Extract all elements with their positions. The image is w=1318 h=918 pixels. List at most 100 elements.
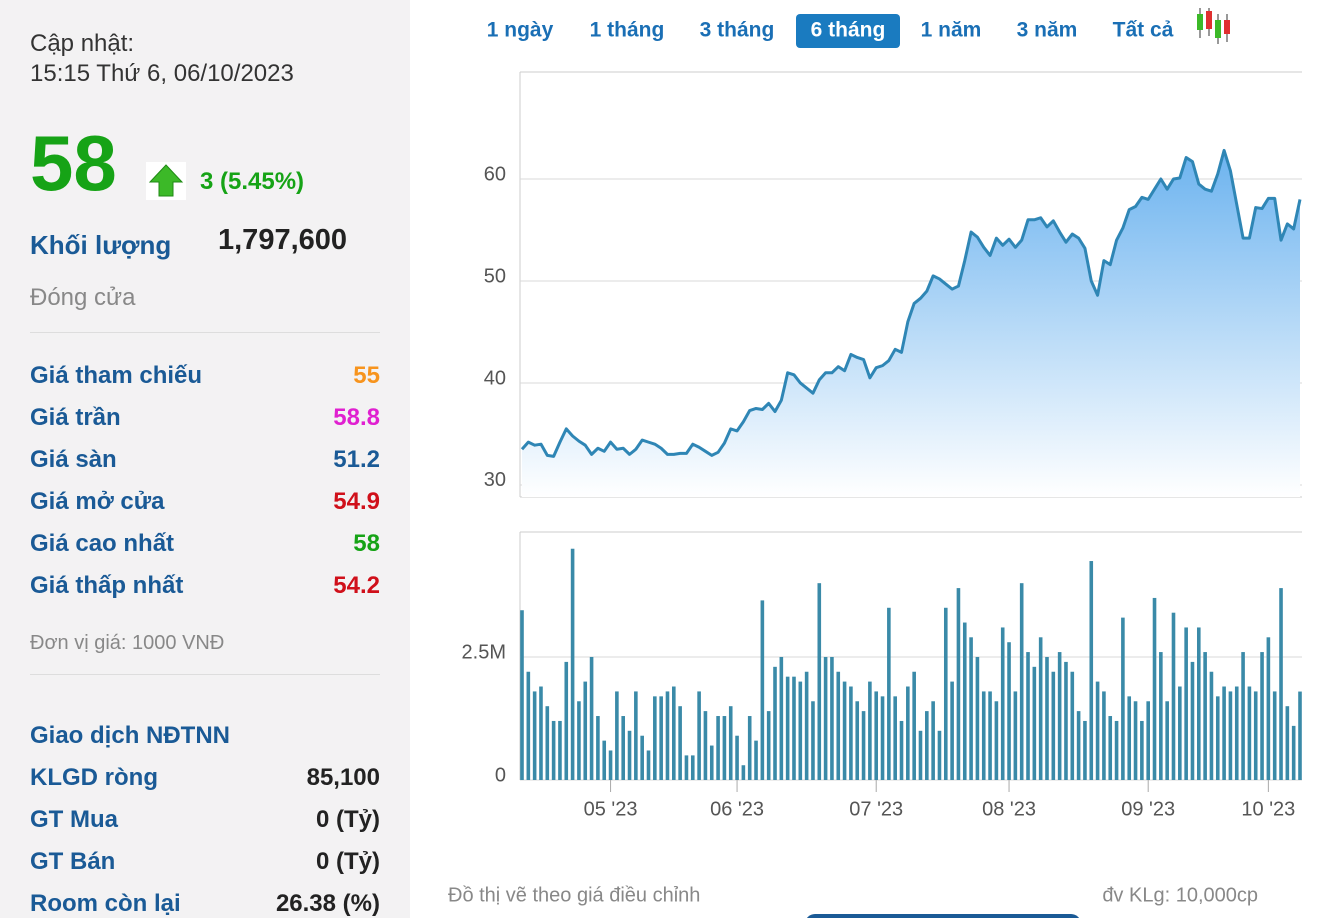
foreign-label: GT Bán [30, 848, 116, 875]
volume-bar [570, 548, 575, 780]
volume-bar [653, 696, 657, 780]
tab-active-bg[interactable] [796, 14, 900, 48]
stat-label: Giá sàn [30, 446, 117, 473]
volume-bar [539, 686, 543, 780]
volume-bar [1209, 671, 1214, 780]
price-change: 3 (5.45%) [200, 168, 305, 195]
volume-bar [1171, 612, 1176, 780]
volume-bar [1165, 701, 1169, 780]
volume-bar [918, 730, 923, 780]
sidebar: Cập nhật: 15:15 Thứ 6, 06/10/2023 58 3 (… [0, 0, 410, 918]
price-line [520, 148, 1302, 458]
stat-value: 55 [353, 362, 380, 389]
update-time: 15:15 Thứ 6, 06/10/2023 [30, 60, 294, 87]
volume-bar [1152, 597, 1157, 780]
x-tick-label: 06 '23 [710, 798, 764, 820]
volume-bar [1083, 720, 1087, 780]
volume-bar [728, 706, 733, 780]
foreign-value: 85,100 [306, 764, 380, 791]
volume-bar [615, 691, 619, 780]
volume-bar [1190, 661, 1195, 780]
volume-bar [1285, 706, 1290, 780]
volume-bar [1032, 666, 1037, 780]
range-tab[interactable]: 3 tháng [700, 19, 775, 42]
foreign-label: Room còn lại [30, 890, 181, 917]
y-tick-label: 60 [484, 163, 506, 185]
volume-bar [735, 735, 739, 780]
foreign-value: 0 (Tỷ) [315, 806, 380, 833]
volume-bar [823, 656, 828, 780]
volume-bar [943, 607, 948, 780]
volume-bar [1291, 725, 1296, 780]
button-partial[interactable] [805, 914, 1081, 918]
volume-bar [1000, 627, 1005, 780]
volume-bar [602, 740, 607, 780]
range-tab[interactable]: 6 tháng [811, 19, 886, 42]
volume-bar [912, 671, 916, 780]
volume-bar [1038, 637, 1043, 780]
volume-bar [1272, 691, 1277, 780]
volume-bar [1253, 691, 1258, 780]
volume-bar [931, 701, 935, 780]
y-tick-label: 40 [484, 367, 506, 389]
volume-bar [697, 691, 701, 780]
up-arrow-icon [146, 162, 186, 200]
volume-bar [861, 711, 866, 780]
volume-bar [678, 706, 682, 780]
volume-bar [994, 701, 999, 780]
stat-value: 54.2 [333, 572, 380, 599]
price: 58 [30, 119, 117, 207]
volume-bar [868, 681, 872, 780]
x-tick-label: 09 '23 [1121, 798, 1175, 820]
volume-bar [703, 711, 708, 780]
range-tab[interactable]: 1 năm [921, 19, 982, 42]
divider [30, 674, 380, 675]
y-tick-label: 30 [484, 469, 506, 491]
volume-bar [874, 691, 879, 780]
stat-label: Giá cao nhất [30, 530, 175, 557]
volume-bar [716, 716, 720, 780]
volume-bar [1298, 691, 1302, 780]
foreign-title: Giao dịch NĐTNN [30, 722, 231, 749]
range-tab[interactable]: 1 ngày [487, 19, 554, 42]
volume-bar [1108, 716, 1113, 780]
volume-bar [596, 716, 600, 780]
volume-bar [1215, 696, 1220, 780]
volume-bar [899, 720, 904, 780]
volume-bar [558, 720, 562, 780]
volume-bar [773, 666, 777, 780]
volume-bar [672, 686, 676, 780]
volume-bar [817, 583, 822, 780]
x-tick-label: 10 '23 [1241, 798, 1295, 820]
volume-bar [842, 681, 847, 780]
volume-bar [532, 691, 537, 780]
volume-bar [640, 735, 644, 780]
volume-bar [564, 661, 569, 780]
volume-bar [804, 671, 809, 780]
x-tick-label: 05 '23 [584, 798, 638, 820]
candlestick-icon[interactable] [1197, 8, 1230, 44]
volume-bar [811, 701, 815, 780]
stat-value: 58.8 [333, 404, 380, 431]
volume-bar [608, 750, 613, 780]
x-tick-label: 08 '23 [982, 798, 1036, 820]
volume-bar [906, 686, 910, 780]
volume-bar [893, 696, 897, 780]
volume-bar [621, 716, 626, 780]
volume-bar [1279, 588, 1283, 780]
update-label: Cập nhật: [30, 30, 135, 57]
volume-bar [855, 701, 860, 780]
volume-bar [1266, 637, 1271, 780]
range-tab[interactable]: 1 tháng [590, 19, 665, 42]
volume-bar [785, 676, 790, 780]
stat-value: 54.9 [333, 488, 380, 515]
volume-bar [849, 686, 853, 780]
foreign-label: KLGD ròng [30, 764, 158, 791]
volume-bar [1013, 691, 1018, 780]
volume-bar [526, 671, 531, 780]
volume-bar [1102, 691, 1106, 780]
range-tab[interactable]: 3 năm [1017, 19, 1078, 42]
range-tab[interactable]: Tất cả [1113, 19, 1174, 42]
volume-bar [1140, 720, 1144, 780]
